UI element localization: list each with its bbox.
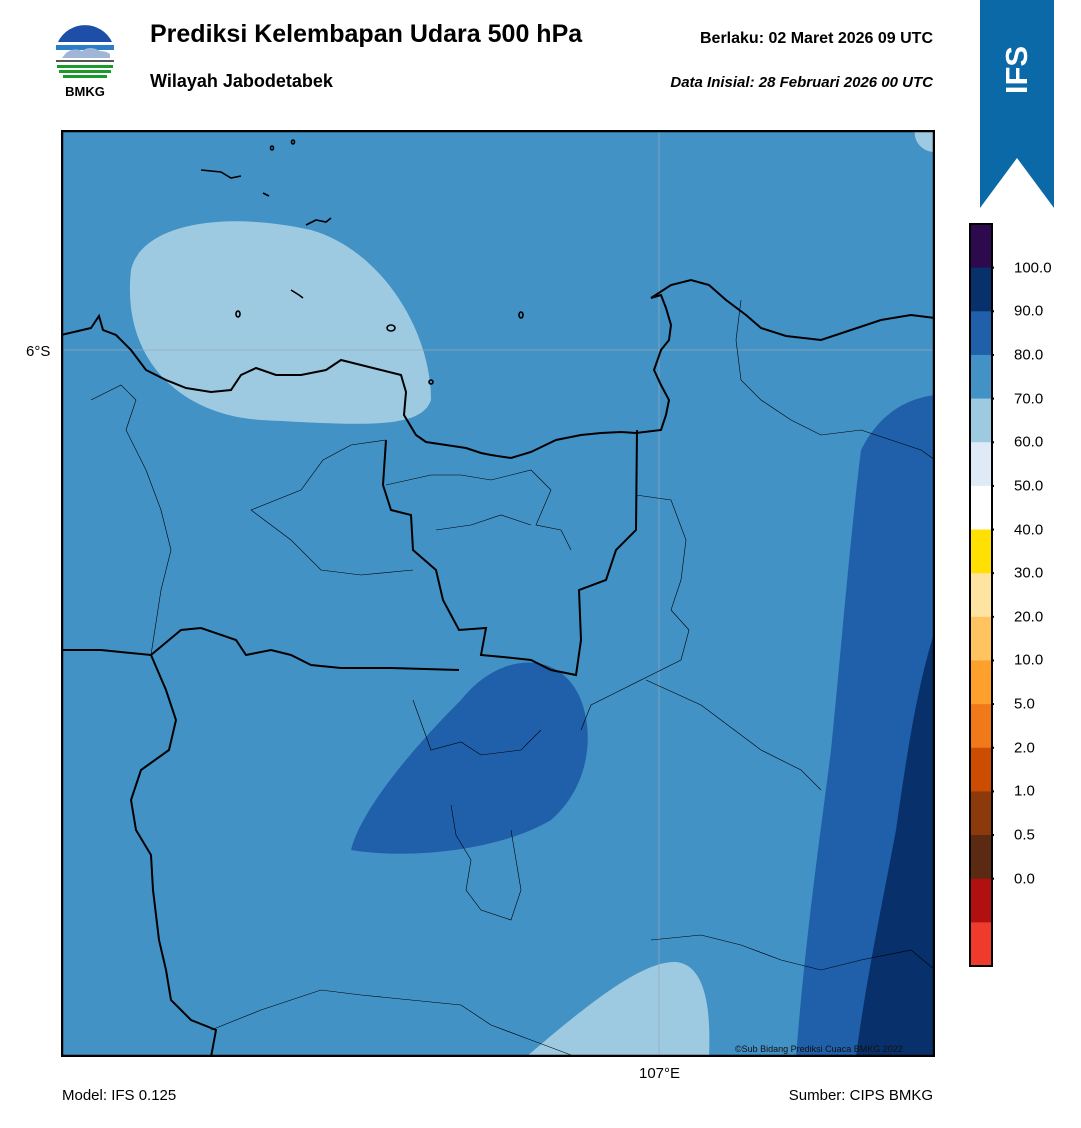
- colorbar-segment: [970, 704, 992, 749]
- colorbar-tick-label: 90.0: [1014, 302, 1044, 320]
- valid-time: Berlaku: 02 Maret 2026 09 UTC: [700, 30, 933, 47]
- colorbar-segment: [970, 791, 992, 836]
- colorbar-segment: [970, 398, 992, 443]
- logo-text: BMKG: [65, 84, 105, 99]
- colorbar-tick-label: 20.0: [1014, 608, 1044, 626]
- colorbar-segment: [970, 660, 992, 705]
- bmkg-logo: [55, 24, 115, 84]
- colorbar-tick-label: 5.0: [1014, 695, 1035, 713]
- regency-boundaries: [90, 299, 935, 1056]
- contour-80-90-central: [351, 662, 588, 854]
- contour-60-70-corner: [914, 130, 935, 152]
- region-subtitle: Wilayah Jabodetabek: [150, 71, 333, 91]
- colorbar-segment: [970, 224, 992, 269]
- init-time: Data Inisial: 28 Februari 2026 00 UTC: [670, 74, 933, 91]
- longitude-label: 107°E: [639, 1065, 681, 1082]
- colorbar-segment: [970, 311, 992, 356]
- credit-text: ©Sub Bidang Prediksi Cuaca BMKG 2022: [735, 1044, 903, 1054]
- ifs-badge: [980, 0, 1054, 208]
- latitude-label: 6°S: [26, 343, 51, 360]
- colorbar-tick-label: 80.0: [1014, 346, 1044, 364]
- colorbar-tick-label: 70.0: [1014, 390, 1044, 408]
- coastline: [61, 278, 935, 460]
- page-title: Prediksi Kelembapan Udara 500 hPa: [150, 20, 583, 48]
- colorbar-tick-label: 40.0: [1014, 521, 1044, 539]
- thousand-islands: [200, 139, 524, 385]
- colorbar-segment: [970, 442, 992, 487]
- colorbar-segment: [970, 878, 992, 923]
- contour-90-100-east: [856, 630, 935, 1057]
- colorbar-segment: [970, 485, 992, 531]
- province-boundary: [381, 429, 638, 677]
- colorbar-tick-label: 0.0: [1014, 870, 1035, 888]
- colorbar-segment: [970, 922, 992, 967]
- colorbar: [969, 223, 994, 967]
- colorbar-tick-label: 100.0: [1014, 259, 1052, 277]
- contour-60-70-northwest: [129, 221, 431, 424]
- colorbar-tick-label: 10.0: [1014, 651, 1044, 669]
- colorbar-tick-label: 60.0: [1014, 433, 1044, 451]
- colorbar-tick-label: 0.5: [1014, 826, 1035, 844]
- humidity-map: [61, 130, 935, 1057]
- colorbar-segment: [970, 747, 992, 792]
- model-label: Model: IFS 0.125: [62, 1087, 177, 1104]
- colorbar-tick-label: 2.0: [1014, 739, 1035, 757]
- contour-60-70-south: [526, 961, 710, 1057]
- colorbar-segment: [970, 573, 992, 618]
- colorbar-tick-label: 30.0: [1014, 564, 1044, 582]
- colorbar-segment: [970, 616, 992, 661]
- colorbar-segment: [970, 354, 992, 400]
- colorbar-segment: [970, 835, 992, 880]
- colorbar-tick-label: 1.0: [1014, 782, 1035, 800]
- colorbar-tick-label: 50.0: [1014, 477, 1044, 495]
- ifs-badge-label: IFS: [998, 45, 1034, 95]
- colorbar-segment: [970, 267, 992, 312]
- colorbar-segment: [970, 529, 992, 574]
- source-label: Sumber: CIPS BMKG: [788, 1087, 933, 1104]
